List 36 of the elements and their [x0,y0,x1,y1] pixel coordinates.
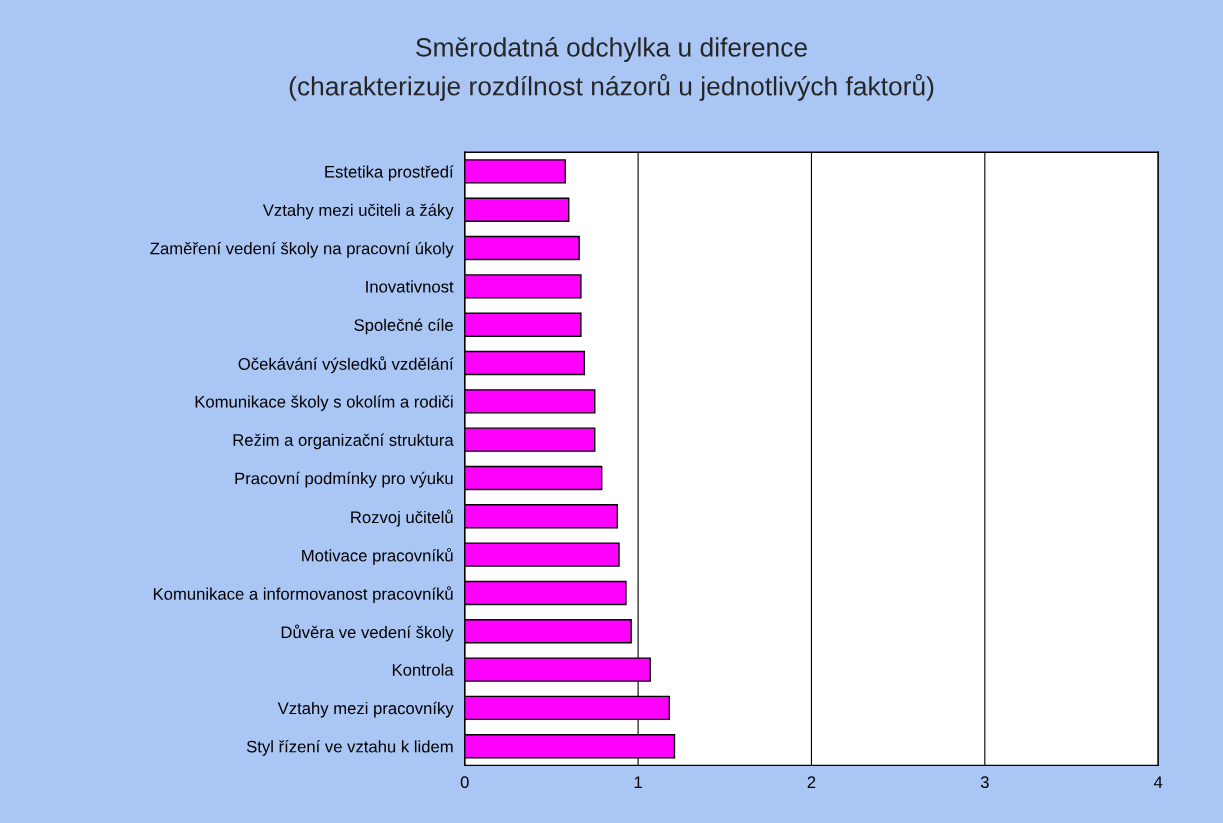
y-tick-label: Styl řízení ve vztahu k lidem [246,740,453,756]
x-tick-label: 2 [807,776,816,788]
bar [464,274,582,299]
bar [464,542,620,567]
y-tick-label: Motivace pracovníků [302,547,453,565]
y-tick-label: Vztahy mezi pracovníky [277,701,454,718]
bar [464,350,586,376]
bar [464,427,596,452]
y-tick-label: Komunikace školy s okolím a rodiči [195,395,453,411]
x-tick-label: 4 [1153,776,1163,788]
y-tick-label: Kontrola [392,663,454,676]
bar [464,504,618,529]
bar [464,580,627,606]
y-tick-label: Očekávání výsledků vzdělání [238,356,454,374]
bar [464,159,566,184]
bar [464,465,603,491]
y-tick-label: Důvěra ve vedení školy [281,624,454,642]
bar [464,619,632,644]
x-tick-label: 1 [634,776,642,788]
y-tick-label: Společné cíle [354,318,453,335]
chart-title: Směrodatná odchylka u diference [416,37,807,62]
y-tick-label: Komunikace a informovanost pracovníků [153,586,453,604]
bar [464,312,582,337]
y-tick-label: Režim a organizační struktura [233,433,454,450]
y-tick-label: Inovativnost [366,280,454,293]
bar [464,389,596,414]
y-tick-label: Rozvoj učitelů [351,509,453,527]
chart-subtitle: (charakterizuje rozdílnost názorů u jednotlivých faktorů) [289,74,934,101]
y-tick-label: Vztahy mezi učiteli a žáky [262,203,454,220]
y-tick-label: Estetika prostředí [325,165,454,182]
y-tick-label: Pracovní podmínky pro výuku [235,471,453,488]
bar [464,197,570,222]
y-tick-label: Zaměření vedení školy na pracovní úkoly [150,241,454,258]
x-tick-label: 0 [460,776,469,789]
x-tick-label: 3 [980,776,989,789]
bar [464,235,580,261]
